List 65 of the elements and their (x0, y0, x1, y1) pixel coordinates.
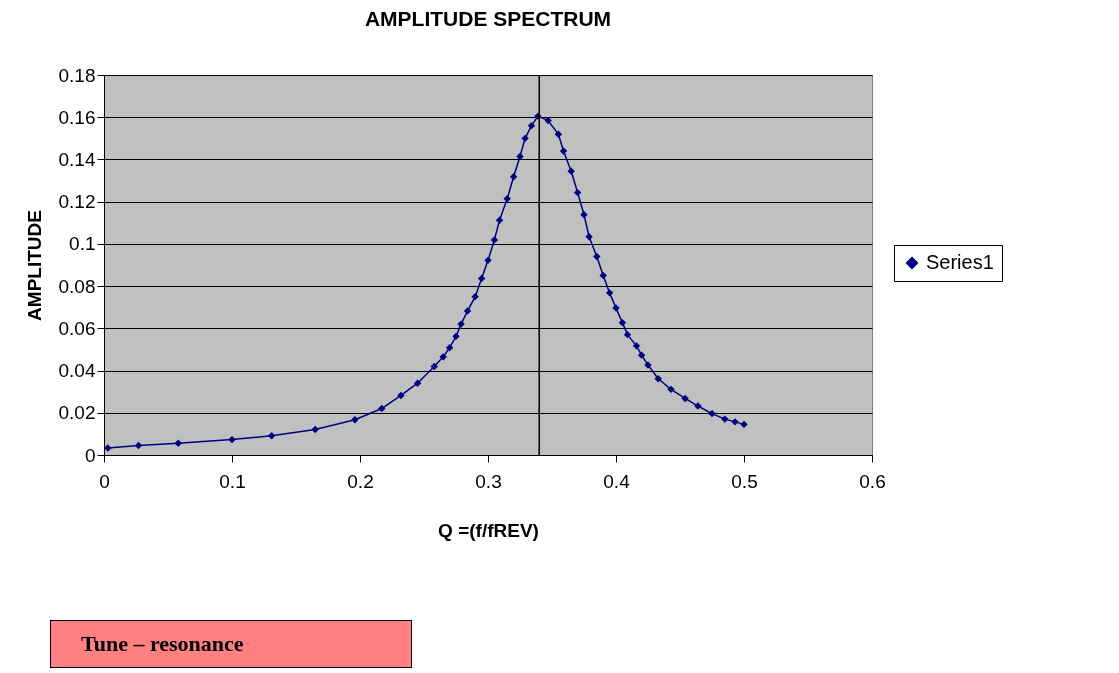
y-axis-title: AMPLITUDE (23, 210, 45, 321)
point (559, 147, 568, 155)
point (228, 435, 236, 444)
x-tick-label: 0.1 (219, 470, 246, 492)
y-tick-label: 0.08 (58, 275, 96, 297)
point (439, 353, 447, 361)
point (413, 379, 422, 387)
point (351, 416, 359, 424)
point (567, 167, 575, 175)
point (667, 385, 675, 394)
point (495, 216, 504, 224)
y-tick-label: 0.04 (58, 360, 96, 382)
y-tick-label: 0.14 (58, 148, 96, 170)
point (605, 289, 614, 297)
point (471, 292, 479, 301)
point (463, 307, 472, 315)
point (503, 195, 511, 203)
y-tick-label: 0.1 (69, 233, 96, 255)
y-tick-label: 0.16 (58, 106, 96, 128)
y-tick-label: 0.18 (58, 64, 96, 86)
text: Tune – resonance (50, 620, 412, 668)
point (599, 271, 607, 280)
y-tick-label: 0 (84, 444, 96, 466)
x-tick-label: 0.4 (603, 470, 631, 492)
y-tick-label: 0.06 (58, 317, 96, 339)
x-tick-label: 0 (99, 470, 110, 492)
x-axis-title: Q =(f/fREV) (438, 519, 539, 541)
point (445, 344, 454, 352)
point (516, 152, 524, 161)
point (521, 134, 529, 143)
point (554, 130, 563, 139)
point (397, 391, 405, 400)
point (585, 233, 593, 241)
point (593, 252, 601, 261)
point (740, 420, 748, 429)
point (484, 256, 492, 265)
point (708, 409, 716, 418)
x-tick-label: 0.6 (859, 470, 886, 492)
point (477, 274, 486, 283)
point (509, 173, 518, 181)
point (573, 188, 582, 197)
point (452, 332, 460, 341)
point (632, 342, 641, 350)
point (267, 432, 276, 440)
point (490, 236, 499, 244)
point (681, 394, 689, 403)
x-tick-label: 0.3 (475, 470, 502, 492)
point (430, 362, 438, 371)
y-tick-label: 0.02 (58, 402, 96, 424)
point (654, 375, 662, 383)
point (618, 318, 627, 327)
legend-label: Series1 (926, 251, 994, 273)
x-tick-label: 0.2 (347, 470, 374, 492)
x-tick-label: 0.5 (731, 470, 758, 492)
y-tick-label: 0.12 (58, 191, 96, 213)
chart-title: AMPLITUDE SPECTRUM (364, 7, 612, 30)
point (311, 425, 319, 434)
point (721, 415, 729, 423)
point (623, 330, 632, 339)
point (134, 441, 143, 450)
point (174, 439, 182, 447)
point (527, 121, 536, 130)
point (544, 116, 552, 125)
point (378, 404, 386, 413)
point (637, 351, 646, 359)
